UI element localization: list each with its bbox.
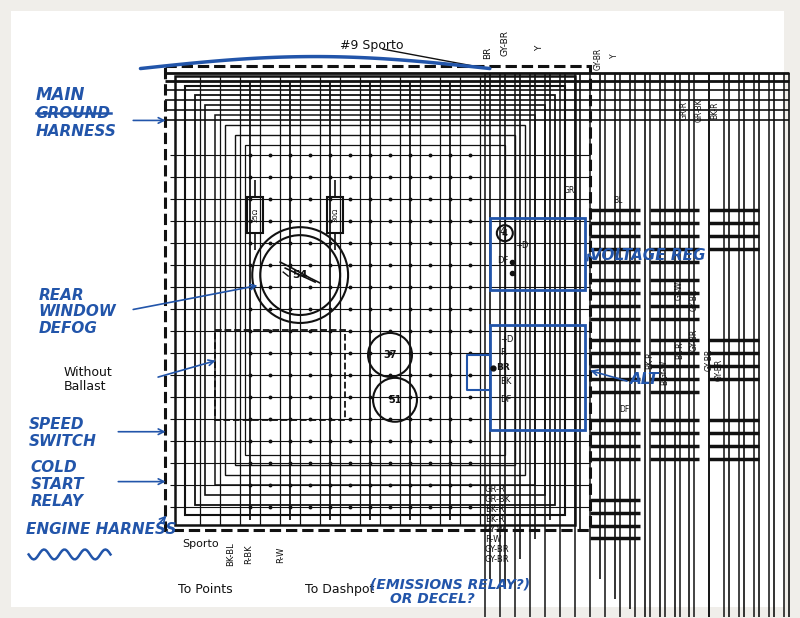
Bar [186, 85, 565, 515]
Text: BK-R: BK-R [675, 341, 684, 358]
Text: GY-BR: GY-BR [690, 289, 699, 311]
Text: +D: +D [515, 240, 528, 250]
Text: #9 Sporto: #9 Sporto [340, 39, 404, 52]
Text: (EMISSIONS RELAY?): (EMISSIONS RELAY?) [370, 577, 530, 591]
Text: Ballast: Ballast [63, 380, 106, 393]
Text: BK: BK [660, 375, 669, 385]
Bar [490, 218, 585, 290]
Text: SPEED: SPEED [29, 417, 84, 432]
Bar [206, 106, 545, 494]
Text: BK-R: BK-R [710, 102, 719, 119]
Bar [215, 116, 534, 485]
Text: R: R [500, 349, 506, 357]
Text: 54: 54 [293, 270, 308, 280]
Text: HARNESS: HARNESS [36, 124, 117, 139]
Text: +D: +D [500, 336, 514, 344]
Text: ENGINE HARNESS: ENGINE HARNESS [26, 522, 176, 537]
Bar [226, 125, 525, 475]
Text: START: START [30, 477, 84, 492]
Text: BR: BR [483, 46, 492, 59]
Bar [235, 135, 515, 465]
Text: GY-BR: GY-BR [715, 358, 724, 381]
Text: R-W: R-W [485, 535, 502, 544]
Text: 4: 4 [502, 229, 508, 238]
Bar [490, 325, 585, 430]
Text: GY-BR: GY-BR [485, 545, 510, 554]
Bar [175, 75, 574, 525]
Text: BK-BL: BK-BL [226, 543, 234, 566]
Text: RELAY: RELAY [30, 494, 83, 509]
Text: 25Ω: 25Ω [252, 208, 258, 222]
Text: BR: BR [496, 363, 510, 373]
Text: DF: DF [497, 256, 508, 265]
Text: 51: 51 [388, 395, 402, 405]
Text: 4: 4 [500, 227, 506, 237]
Bar [215, 330, 345, 420]
Text: BK-R: BK-R [645, 351, 654, 368]
Text: BK: BK [500, 378, 511, 386]
Text: GY-BR: GY-BR [485, 555, 510, 564]
Text: 37: 37 [383, 350, 397, 360]
Bar [166, 66, 590, 530]
Text: BK-R: BK-R [485, 505, 504, 514]
Bar [195, 95, 554, 504]
Text: GR-BK: GR-BK [485, 495, 511, 504]
Text: COLD: COLD [30, 460, 78, 475]
Text: Y: Y [535, 45, 544, 51]
Text: BL: BL [613, 196, 622, 205]
Text: GR: GR [564, 186, 575, 195]
Text: GY-W: GY-W [675, 281, 684, 300]
Text: GY-W: GY-W [485, 525, 506, 534]
Text: GY-W: GY-W [660, 360, 669, 379]
Text: OR DECEL?: OR DECEL? [390, 592, 474, 606]
Bar [247, 197, 263, 233]
Text: 30Ω: 30Ω [332, 208, 338, 222]
Text: REAR: REAR [38, 287, 84, 303]
Text: DF: DF [619, 405, 630, 414]
Text: GR-R: GR-R [680, 101, 689, 120]
Text: Y: Y [610, 53, 619, 58]
Text: Without: Without [63, 366, 112, 379]
Text: BK-R: BK-R [485, 515, 504, 524]
Text: GR-R: GR-R [485, 485, 506, 494]
Text: R-BK: R-BK [244, 544, 253, 564]
Text: GR-BK: GR-BK [695, 99, 704, 122]
Text: DF: DF [500, 396, 511, 404]
Text: GY-BR: GY-BR [690, 329, 699, 351]
Text: SWITCH: SWITCH [29, 434, 97, 449]
Text: Sporto: Sporto [182, 540, 218, 549]
Text: ALT: ALT [630, 372, 659, 387]
Bar [246, 145, 505, 455]
Text: To Dashpot: To Dashpot [306, 583, 374, 596]
Text: GROUND: GROUND [36, 106, 110, 121]
Text: GY-BR: GY-BR [593, 48, 602, 70]
Text: GY-BR: GY-BR [705, 349, 714, 371]
Bar [327, 197, 343, 233]
Text: DEFOG: DEFOG [38, 321, 98, 336]
Text: -: - [512, 270, 515, 280]
Text: To Points: To Points [178, 583, 233, 596]
Text: MAIN: MAIN [36, 87, 85, 104]
Text: R-W: R-W [276, 546, 285, 562]
Text: WINDOW: WINDOW [38, 305, 116, 320]
Text: GY-BR: GY-BR [500, 30, 510, 56]
Text: VOLTAGE REG: VOLTAGE REG [590, 248, 705, 263]
